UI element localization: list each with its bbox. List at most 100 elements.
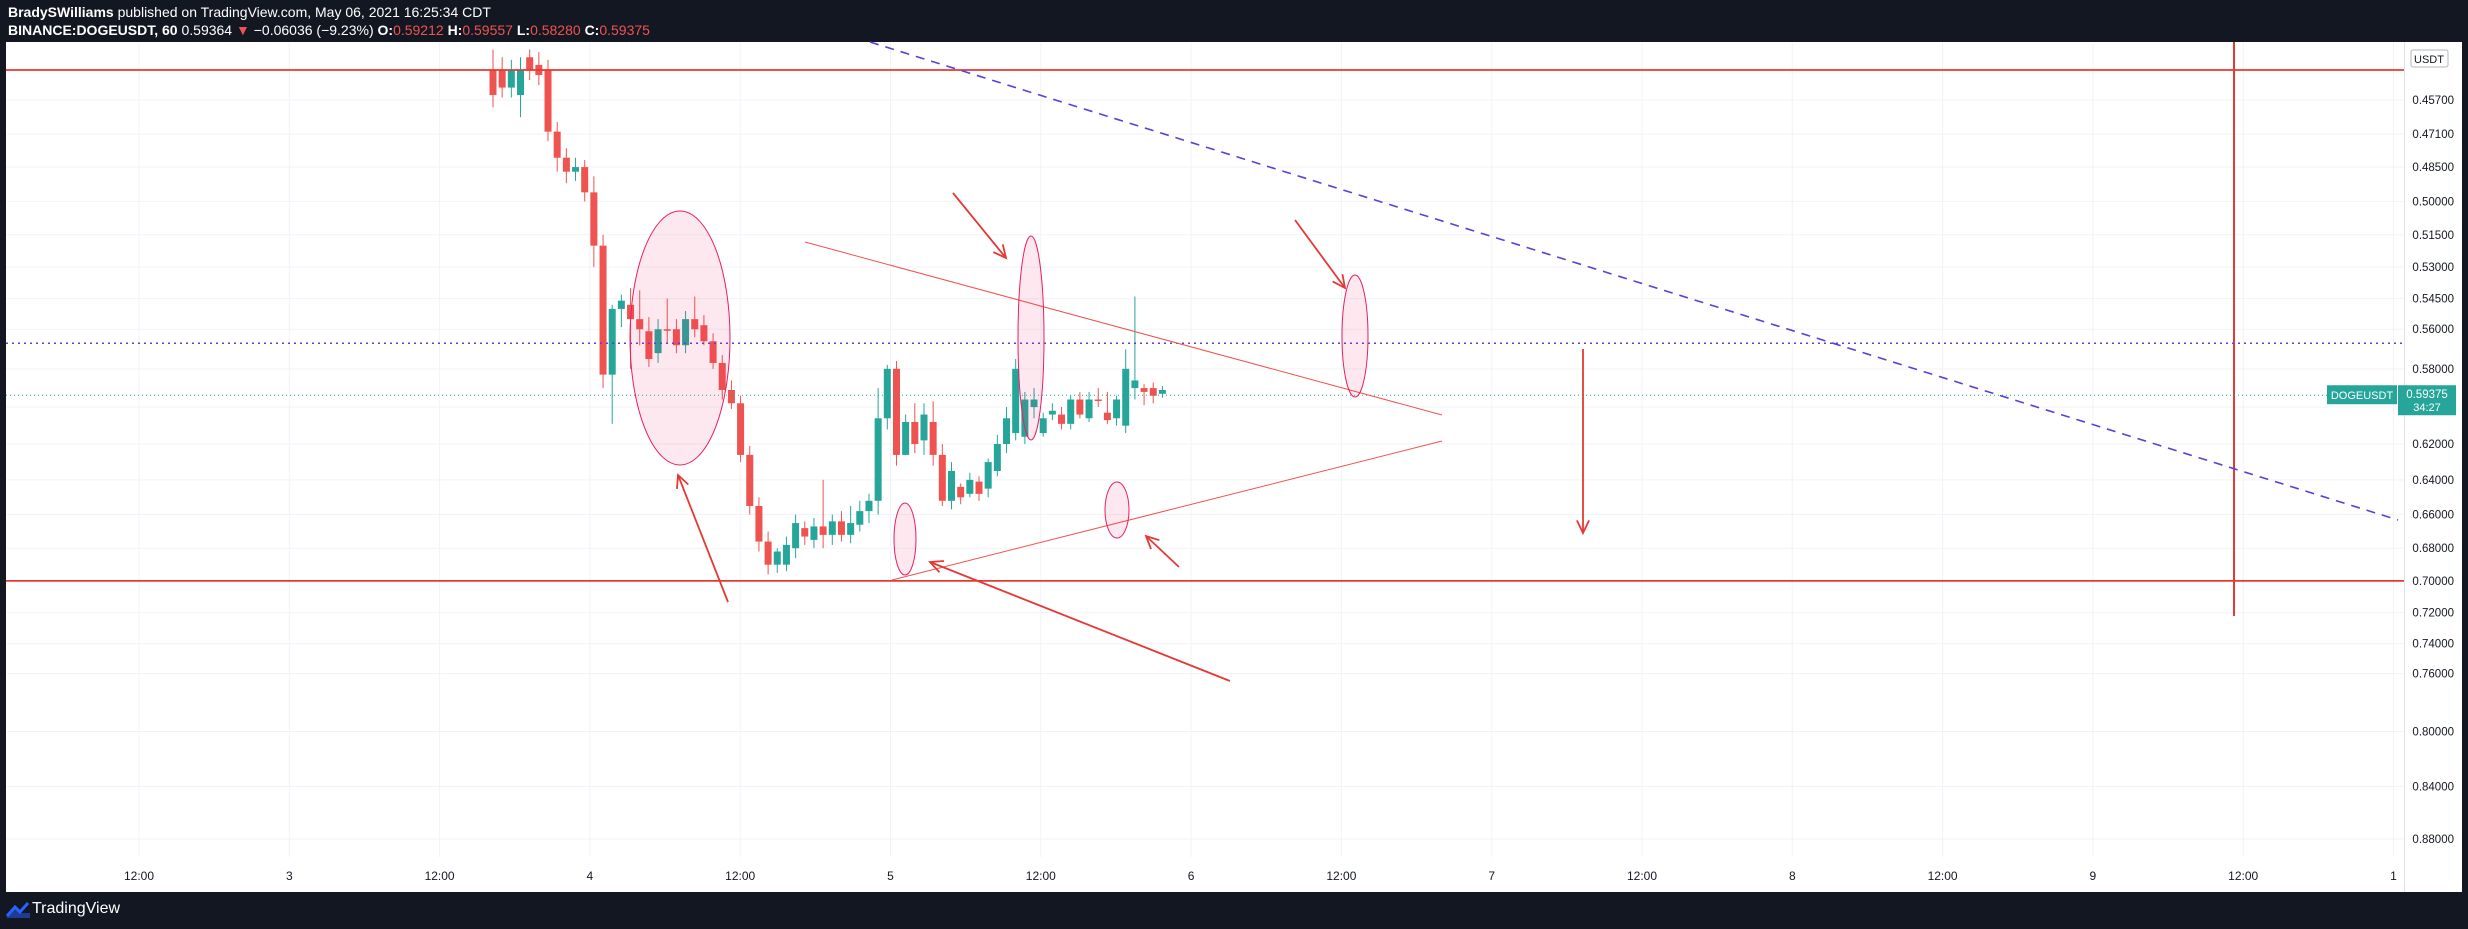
candle (617, 294, 625, 328)
candle-body (709, 341, 717, 363)
x-tick-label: 12:00 (1026, 869, 1056, 883)
candle (948, 462, 955, 510)
last-price: 0.59364 (181, 22, 233, 38)
candle (837, 511, 845, 542)
candle (1048, 403, 1056, 421)
candle-body (1140, 388, 1148, 392)
candle-body (489, 69, 497, 96)
candle-body (929, 421, 937, 455)
arrow-head (1332, 274, 1347, 290)
candle (1094, 388, 1102, 408)
candle (1131, 296, 1139, 400)
high-value: 0.59557 (462, 22, 513, 38)
price-tag-value: 0.59375 (2406, 389, 2448, 401)
arrow-head (992, 244, 1008, 260)
candle-body (608, 308, 616, 375)
candle (764, 531, 772, 575)
chart-pane[interactable] (6, 42, 2404, 892)
candle-body (553, 131, 561, 158)
candle (1149, 382, 1157, 404)
candle (709, 333, 717, 369)
x-tick-label: 12:00 (425, 869, 455, 883)
y-tick-label: 0.70000 (2412, 576, 2454, 588)
x-tick-label: 1 (2390, 869, 2397, 883)
triangle-lower (891, 440, 1443, 581)
dashed-trendline (869, 41, 2399, 521)
currency-badge (2410, 49, 2449, 68)
y-tick-label: 0.76000 (2412, 669, 2454, 681)
candle (1039, 412, 1047, 437)
candle (773, 548, 781, 573)
y-tick-labels: 0.45700 0.47100 0.48500 0.50000 0.51500 0.530… (2412, 95, 2454, 846)
y-tick-label: 0.58000 (2412, 364, 2454, 376)
candle (562, 148, 570, 184)
x-tick-label: 12:00 (1928, 869, 1958, 883)
candle (507, 59, 515, 98)
candle-body (737, 403, 745, 455)
annotation-arrow (952, 192, 1008, 260)
candle (1122, 349, 1130, 434)
candle-body (691, 319, 699, 330)
drawing-layer (6, 41, 2404, 682)
annotation-arrow (676, 473, 729, 603)
candle-body (517, 69, 525, 96)
candle-body (718, 362, 726, 391)
candle-body (1021, 399, 1029, 437)
y-tick-label: 0.72000 (2412, 608, 2454, 620)
candle (636, 290, 644, 346)
candle (517, 57, 525, 118)
candle-body (782, 544, 790, 565)
candle-body (1103, 412, 1111, 421)
y-tick-label: 0.53000 (2412, 262, 2454, 274)
author-name[interactable]: BradySWilliams (8, 4, 114, 20)
candle-body (948, 470, 955, 501)
candle (874, 388, 882, 515)
y-tick-label: 0.62000 (2412, 439, 2454, 451)
y-tick-label: 0.47100 (2412, 129, 2454, 141)
y-tick-label: 0.50000 (2412, 196, 2454, 208)
candle (1067, 395, 1075, 430)
candle (1012, 359, 1020, 441)
candle-body (1030, 399, 1038, 408)
candle-body (1131, 380, 1139, 389)
grid-lines (6, 42, 2404, 857)
candle-body (1085, 399, 1093, 419)
arrow-shaft (1145, 535, 1180, 568)
annotation-arrow (928, 560, 1231, 682)
candle-body (856, 511, 864, 525)
tradingview-logo-icon[interactable] (6, 901, 30, 919)
candle-body (911, 421, 919, 445)
price-axis[interactable] (2404, 42, 2463, 892)
tradingview-brand[interactable]: TradingView (32, 900, 121, 917)
candle-body (1149, 388, 1157, 396)
candle (847, 505, 855, 544)
x-tick-label: 12:00 (1627, 869, 1657, 883)
candle (737, 395, 745, 463)
annotation-arrow (1294, 219, 1347, 290)
triangle-upper (804, 241, 1443, 416)
x-tick-label: 12:00 (124, 869, 154, 883)
candle (581, 160, 589, 202)
annotation-arrow (1144, 534, 1180, 568)
publisher-line: BradySWilliams published on TradingView.… (8, 4, 491, 20)
candle (498, 57, 506, 98)
candle-body (755, 505, 763, 542)
candle-body (902, 421, 910, 455)
symbol-tag (2327, 385, 2397, 405)
candle (489, 49, 497, 108)
x-tick-label: 12:00 (1326, 869, 1356, 883)
x-tick-label: 3 (286, 869, 293, 883)
candle-series (489, 49, 1166, 575)
candle-body (984, 462, 992, 489)
change-arrow-icon: ▼ (235, 22, 250, 38)
y-tick-label: 0.56000 (2412, 324, 2454, 336)
candle (718, 355, 726, 400)
candle (865, 493, 873, 524)
candle-body (828, 521, 836, 535)
arrow-head (676, 473, 689, 490)
candle-body (507, 69, 515, 88)
candle-body (1122, 368, 1130, 426)
candle-body (526, 57, 534, 70)
candle (1021, 391, 1029, 445)
